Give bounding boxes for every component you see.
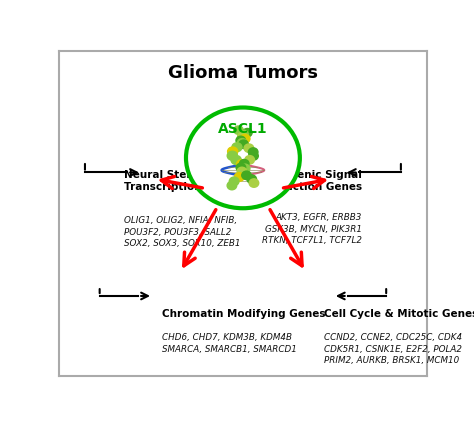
Circle shape [238, 130, 248, 139]
Circle shape [234, 126, 243, 134]
Text: OLIG1, OLIG2, NFIA, NFIB,
POU3F2, POU3F3, SALL2
SOX2, SOX3, SOX10, ZEB1: OLIG1, OLIG2, NFIA, NFIB, POU3F2, POU3F3… [124, 216, 240, 248]
Circle shape [249, 151, 258, 160]
Circle shape [239, 140, 248, 149]
Circle shape [231, 155, 241, 165]
Circle shape [229, 177, 239, 186]
Circle shape [239, 160, 249, 168]
Circle shape [244, 144, 254, 152]
Circle shape [227, 181, 237, 190]
Circle shape [242, 171, 251, 179]
Circle shape [186, 108, 300, 208]
Text: Oncogenic Signal
Transduction Genes: Oncogenic Signal Transduction Genes [246, 170, 362, 192]
Circle shape [240, 134, 250, 143]
Circle shape [232, 143, 242, 151]
Text: Chromatin Modifying Genes: Chromatin Modifying Genes [162, 309, 326, 319]
Text: AKT3, EGFR, ERBB3
GSK3B, MYCN, PIK3R1
RTKN, TCF7L1, TCF7L2: AKT3, EGFR, ERBB3 GSK3B, MYCN, PIK3R1 RT… [262, 213, 362, 245]
Circle shape [236, 136, 246, 145]
Circle shape [247, 175, 256, 184]
Circle shape [228, 147, 238, 156]
Text: CHD6, CHD7, KDM3B, KDM4B
SMARCA, SMARCB1, SMARCD1: CHD6, CHD7, KDM3B, KDM4B SMARCA, SMARCB1… [162, 333, 297, 354]
Text: CCND2, CCNE2, CDC25C, CDK4
CDK5R1, CSNK1E, E2F2, POLA2
PRIM2, AURKB, BRSK1, MCM1: CCND2, CCNE2, CDC25C, CDK4 CDK5R1, CSNK1… [324, 333, 462, 365]
Circle shape [237, 167, 246, 176]
Circle shape [227, 151, 237, 160]
Circle shape [236, 163, 246, 172]
Circle shape [237, 138, 247, 147]
Text: ASCL1: ASCL1 [218, 122, 268, 135]
Circle shape [245, 156, 255, 164]
Circle shape [235, 173, 244, 181]
Circle shape [240, 164, 250, 173]
Circle shape [249, 179, 259, 187]
Text: Cell Cycle & Mitotic Genes: Cell Cycle & Mitotic Genes [324, 309, 474, 319]
Circle shape [243, 128, 252, 137]
Circle shape [239, 168, 249, 177]
Circle shape [248, 148, 258, 156]
Text: Neural Stem Cell & Glial
Transcription Factors: Neural Stem Cell & Glial Transcription F… [124, 170, 265, 192]
Circle shape [237, 133, 247, 141]
Circle shape [237, 160, 246, 169]
Text: Glioma Tumors: Glioma Tumors [168, 64, 318, 81]
